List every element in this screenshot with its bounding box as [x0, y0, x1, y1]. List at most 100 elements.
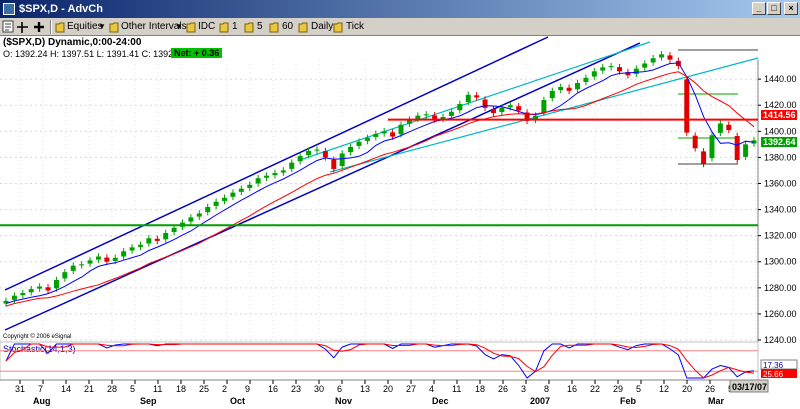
maximize-button[interactable]: □: [767, 2, 781, 15]
candle-body: [617, 67, 623, 72]
candle-body: [549, 90, 555, 99]
date-tick-label: 31: [15, 384, 25, 394]
date-tick-label: 7: [38, 384, 43, 394]
interval-5-button[interactable]: 5: [257, 21, 263, 32]
net-change-badge: Net: + 0.36: [171, 48, 223, 58]
candle-body: [541, 100, 547, 113]
tick-button[interactable]: Tick: [346, 21, 364, 32]
stoch-tag-2: [761, 369, 797, 378]
month-label: 2007: [530, 396, 550, 406]
price-tick-label: 1380.00: [764, 152, 797, 162]
candle-body: [62, 272, 68, 279]
price-tick-label: 1260.00: [764, 309, 797, 319]
candle-body: [188, 217, 194, 222]
other-intervals-dropdown[interactable]: Other Intervals: [121, 21, 187, 32]
candle-body: [205, 206, 211, 213]
candle-body: [11, 295, 17, 300]
price-axis: 1440.00 1420.00 1400.00 1380.00 1360.00 1340.…: [758, 74, 797, 345]
slow-moving-average: [5, 71, 755, 307]
equities-chevron-down-icon[interactable]: ▼: [98, 22, 106, 31]
candle-body: [566, 87, 572, 91]
candle-body: [726, 124, 732, 130]
candle-body: [79, 264, 85, 266]
intervals-chevron-down-icon[interactable]: ▼: [175, 22, 183, 31]
date-tick-label: 28: [107, 384, 117, 394]
candle-body: [406, 119, 412, 124]
candlesticks: [3, 51, 757, 307]
candle-body: [415, 115, 421, 119]
equities-dropdown[interactable]: Equities: [67, 21, 103, 32]
interval-1-button[interactable]: 1: [232, 21, 238, 32]
interval-60-button[interactable]: 60: [282, 21, 294, 32]
idc-button[interactable]: IDC: [198, 21, 216, 32]
symbol-info-bar: ($SPX,D) Dynamic,0:00-24:00 O: 1392.24 H…: [0, 36, 800, 60]
add-icon[interactable]: [34, 22, 44, 32]
daily-folder-icon: [298, 22, 308, 33]
candle-body: [575, 83, 580, 90]
candle-body: [448, 111, 454, 116]
candle-body: [532, 115, 538, 120]
upper-channel-line: [4, 36, 549, 291]
intervals-folder-icon: [109, 22, 119, 33]
candle-body: [474, 95, 480, 98]
candle-body: [196, 213, 202, 217]
date-cursor-tag: [729, 379, 769, 393]
candle-body: [280, 170, 286, 173]
candle-body: [20, 293, 26, 296]
price-tick-label: 1400.00: [764, 126, 797, 136]
candle-body: [583, 77, 589, 82]
date-tick-label: 26: [498, 384, 508, 394]
date-tick-label: 22: [590, 384, 600, 394]
candle-body: [625, 72, 631, 76]
date-tick-label: 11: [452, 384, 461, 394]
price-tick-label: 1320.00: [764, 231, 797, 241]
interval-60-folder-icon: [269, 22, 279, 33]
month-label: Nov: [335, 396, 352, 406]
candle-body: [348, 146, 354, 153]
date-tick-label: 16: [268, 384, 278, 394]
date-tick-label: 29: [613, 384, 623, 394]
candle-body: [423, 114, 429, 116]
stoch-d-line: [5, 343, 755, 379]
minimize-button[interactable]: _: [752, 2, 766, 15]
candle-body: [3, 300, 9, 304]
idc-folder-icon: [186, 22, 196, 33]
candle-body: [37, 286, 43, 289]
candle-body: [45, 287, 51, 291]
date-axis-background: [0, 380, 758, 409]
candle-body: [608, 66, 614, 68]
tick-folder-icon: [333, 22, 343, 33]
candle-body: [558, 86, 564, 91]
month-label: Mar: [708, 396, 725, 406]
candle-body: [230, 192, 236, 197]
crosshair-icon[interactable]: [17, 22, 28, 33]
month-label: Dec: [432, 396, 449, 406]
stochastic-label: Stochastic(14,1,3): [3, 344, 76, 354]
candle-body: [398, 124, 404, 135]
date-tick-label: 5: [130, 384, 135, 394]
candle-body: [600, 67, 606, 71]
resistance-price-text: 1414.56: [763, 110, 796, 120]
candle-body: [28, 289, 34, 293]
toolbar-icons-left: [2, 20, 44, 33]
folder-icon: [55, 22, 65, 33]
date-tick-label: 27: [406, 384, 416, 394]
price-tick-label: 1420.00: [764, 100, 797, 110]
candle-body: [591, 71, 597, 77]
candle-body: [709, 135, 715, 159]
candle-body: [499, 107, 505, 112]
candle-body: [684, 79, 690, 133]
candle-body: [650, 58, 656, 63]
chart-grid: [0, 60, 759, 380]
candle-body: [390, 132, 396, 137]
candle-body: [121, 251, 127, 257]
daily-button[interactable]: Daily: [311, 21, 334, 32]
close-button[interactable]: ×: [784, 2, 798, 15]
candle-body: [381, 131, 387, 134]
candle-body: [524, 112, 530, 121]
candle-body: [516, 106, 522, 111]
date-tick-label: 5: [636, 384, 641, 394]
price-tick-label: 1240.00: [764, 335, 797, 345]
candle-body: [289, 162, 295, 169]
